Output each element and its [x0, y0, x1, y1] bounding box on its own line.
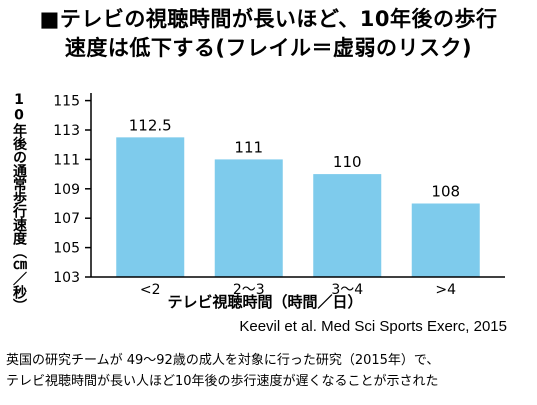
bar-value-label: 112.5: [129, 116, 172, 134]
x-axis-label: テレビ視聴時間（時間／日）: [167, 293, 362, 311]
x-tick-label: >4: [435, 282, 456, 298]
y-tick-label: 111: [53, 152, 80, 168]
y-tick-label: 103: [53, 270, 80, 286]
bar-value-label: 108: [431, 183, 460, 201]
x-tick-label: <2: [140, 282, 161, 298]
bar-value-label: 110: [333, 153, 362, 171]
caption-line2: テレビ視聴時間が長い人ほど10年後の歩行速度が遅くなることが示された: [6, 374, 439, 389]
caption-line1: 英国の研究チームが 49～92歳の成人を対象に行った研究（2015年）で、: [6, 353, 440, 368]
chart-title-line1: ■テレビの視聴時間が長いほど、10年後の歩行: [39, 7, 498, 31]
x-tick-label: 3～4: [331, 282, 363, 298]
y-tick-label: 109: [53, 182, 80, 198]
bar: [313, 174, 382, 277]
x-tick-label: 2～3: [233, 282, 265, 298]
chart-title-line2: 速度は低下する(フレイル＝虚弱のリスク): [64, 36, 473, 60]
y-axis-label: 10年後の通常歩行速度（㎝／秒）: [11, 92, 27, 312]
y-tick-label: 113: [53, 123, 80, 139]
bar-value-label: 111: [234, 138, 263, 156]
bar: [116, 137, 185, 277]
caption: 英国の研究チームが 49～92歳の成人を対象に行った研究（2015年）で、 テレ…: [6, 350, 536, 392]
y-tick-label: 105: [53, 241, 80, 257]
bar: [411, 203, 480, 277]
y-tick-label: 107: [53, 211, 80, 227]
y-tick-label: 115: [53, 94, 80, 110]
bar: [214, 159, 283, 277]
source-citation: Keevil et al. Med Sci Sports Exerc, 2015: [239, 318, 507, 335]
